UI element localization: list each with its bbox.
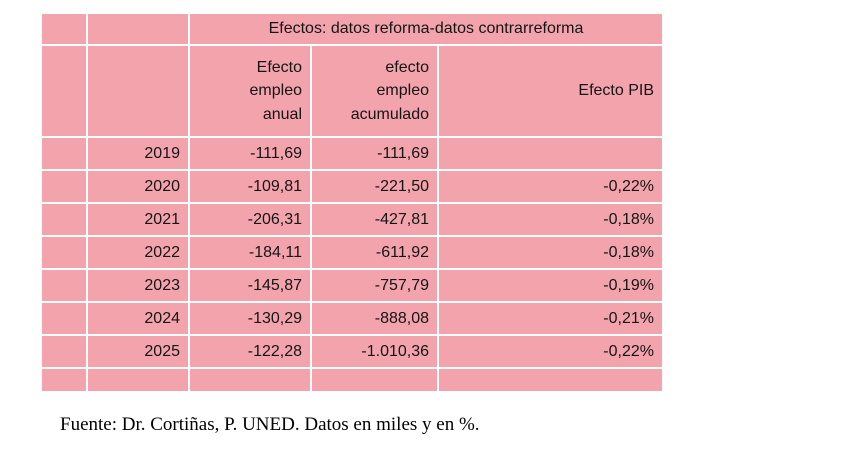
efecto-anual-cell: -122,28 bbox=[190, 336, 310, 367]
year-cell: 2025 bbox=[88, 336, 188, 367]
source-note: Fuente: Dr. Cortiñas, P. UNED. Datos en … bbox=[60, 414, 480, 435]
efecto-acumulado-cell: -611,92 bbox=[312, 237, 437, 268]
spacer-cell bbox=[42, 204, 86, 235]
efecto-acumulado-cell: -1.010,36 bbox=[312, 336, 437, 367]
efecto-pib-cell: -0,22% bbox=[439, 171, 662, 202]
year-cell: 2023 bbox=[88, 270, 188, 301]
spacer-cell bbox=[42, 138, 86, 169]
efecto-anual-cell: -130,29 bbox=[190, 303, 310, 334]
spacer-cell bbox=[42, 369, 86, 391]
efecto-anual-cell: -145,87 bbox=[190, 270, 310, 301]
spacer-cell bbox=[42, 270, 86, 301]
year-cell: 2024 bbox=[88, 303, 188, 334]
spacer-cell bbox=[42, 14, 86, 44]
efecto-pib-cell: -0,19% bbox=[439, 270, 662, 301]
efecto-pib-cell: -0,22% bbox=[439, 336, 662, 367]
efecto-anual-cell: -111,69 bbox=[190, 138, 310, 169]
spacer-cell bbox=[439, 369, 662, 391]
table-title: Efectos: datos reforma-datos contrarrefo… bbox=[190, 14, 662, 44]
efecto-anual-cell: -184,11 bbox=[190, 237, 310, 268]
spacer-cell bbox=[42, 171, 86, 202]
efecto-anual-cell: -109,81 bbox=[190, 171, 310, 202]
year-cell: 2021 bbox=[88, 204, 188, 235]
efecto-acumulado-cell: -221,50 bbox=[312, 171, 437, 202]
efecto-anual-cell: -206,31 bbox=[190, 204, 310, 235]
spacer-cell bbox=[88, 46, 188, 136]
spacer-cell bbox=[312, 369, 437, 391]
efecto-pib-cell: -0,21% bbox=[439, 303, 662, 334]
year-cell: 2022 bbox=[88, 237, 188, 268]
column-header-efecto-empleo-anual: Efecto empleo anual bbox=[190, 46, 310, 136]
efecto-acumulado-cell: -757,79 bbox=[312, 270, 437, 301]
efecto-pib-cell bbox=[439, 138, 662, 169]
spacer-cell bbox=[42, 237, 86, 268]
spacer-cell bbox=[190, 369, 310, 391]
column-header-efecto-pib: Efecto PIB bbox=[439, 46, 662, 136]
year-cell: 2020 bbox=[88, 171, 188, 202]
efecto-acumulado-cell: -111,69 bbox=[312, 138, 437, 169]
spacer-cell bbox=[88, 14, 188, 44]
effects-table: Efectos: datos reforma-datos contrarrefo… bbox=[42, 14, 662, 391]
efecto-pib-cell: -0,18% bbox=[439, 237, 662, 268]
efecto-acumulado-cell: -888,08 bbox=[312, 303, 437, 334]
spacer-cell bbox=[42, 303, 86, 334]
efecto-pib-cell: -0,18% bbox=[439, 204, 662, 235]
column-header-efecto-empleo-acumulado: efecto empleo acumulado bbox=[312, 46, 437, 136]
spacer-cell bbox=[88, 369, 188, 391]
efecto-acumulado-cell: -427,81 bbox=[312, 204, 437, 235]
spacer-cell bbox=[42, 336, 86, 367]
year-cell: 2019 bbox=[88, 138, 188, 169]
spacer-cell bbox=[42, 46, 86, 136]
